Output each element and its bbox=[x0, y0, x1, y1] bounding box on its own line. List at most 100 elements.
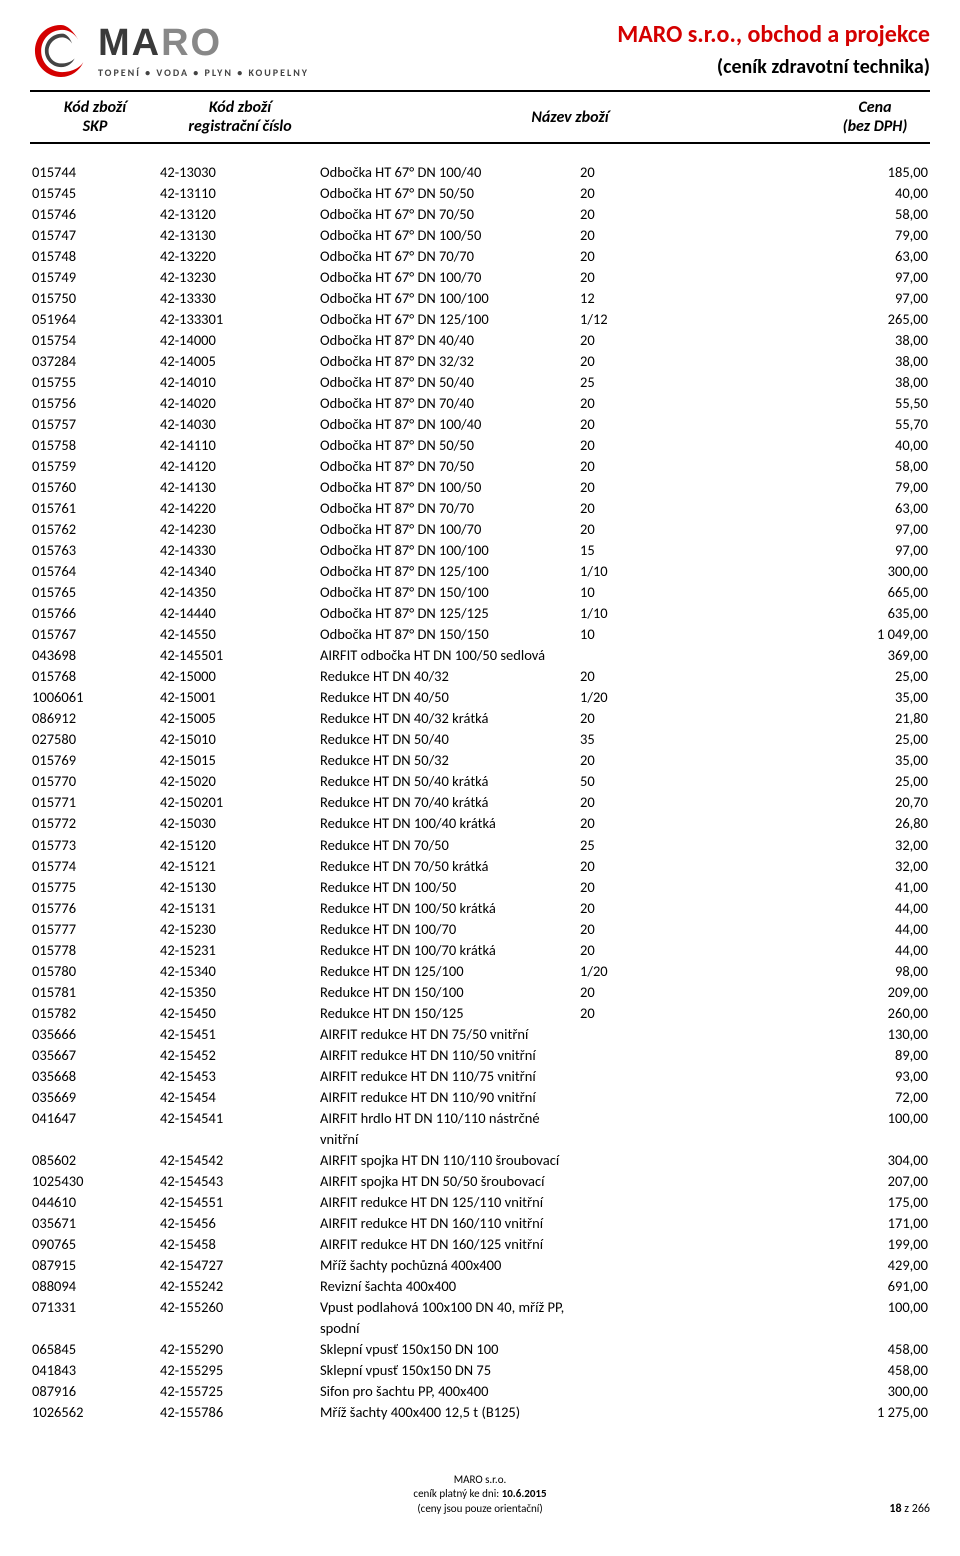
cell-qty: 1/20 bbox=[580, 961, 660, 982]
cell-reg: 42-13120 bbox=[160, 204, 320, 225]
cell-qty: 15 bbox=[580, 540, 660, 561]
footer-company: MARO s.r.o. bbox=[30, 1473, 930, 1487]
cell-qty bbox=[580, 1024, 660, 1045]
cell-qty: 12 bbox=[580, 288, 660, 309]
cell-skp: 035671 bbox=[30, 1213, 160, 1234]
cell-skp: 015768 bbox=[30, 666, 160, 687]
cell-price: 20,70 bbox=[820, 792, 930, 813]
cell-reg: 42-14340 bbox=[160, 561, 320, 582]
cell-reg: 42-15456 bbox=[160, 1213, 320, 1234]
cell-reg: 42-155725 bbox=[160, 1381, 320, 1402]
cell-skp: 035669 bbox=[30, 1087, 160, 1108]
cell-price: 38,00 bbox=[820, 372, 930, 393]
cell-skp: 041843 bbox=[30, 1360, 160, 1381]
column-headers: Kód zboží SKP Kód zboží registrační čísl… bbox=[30, 92, 930, 144]
cell-price: 79,00 bbox=[820, 477, 930, 498]
cell-qty bbox=[580, 1087, 660, 1108]
cell-qty: 20 bbox=[580, 183, 660, 204]
cell-skp: 051964 bbox=[30, 309, 160, 330]
cell-price: 429,00 bbox=[820, 1255, 930, 1276]
cell-name: AIRFIT redukce HT DN 75/50 vnitřní bbox=[320, 1024, 580, 1045]
cell-qty: 10 bbox=[580, 624, 660, 645]
cell-skp: 015766 bbox=[30, 603, 160, 624]
cell-qty bbox=[580, 1234, 660, 1255]
cell-name: Odbočka HT 87° DN 150/150 bbox=[320, 624, 580, 645]
cell-reg: 42-145501 bbox=[160, 645, 320, 666]
cell-qty: 1/10 bbox=[580, 561, 660, 582]
cell-name: AIRFIT spojka HT DN 110/110 šroubovací bbox=[320, 1150, 580, 1171]
cell-name: AIRFIT redukce HT DN 110/50 vnitřní bbox=[320, 1045, 580, 1066]
cell-price: 58,00 bbox=[820, 204, 930, 225]
cell-reg: 42-15121 bbox=[160, 856, 320, 877]
cell-qty: 20 bbox=[580, 898, 660, 919]
cell-skp: 015772 bbox=[30, 813, 160, 834]
table-row: 06584542-155290Sklepní vpusť 150x150 DN … bbox=[30, 1339, 930, 1360]
cell-reg: 42-15231 bbox=[160, 940, 320, 961]
cell-name: Odbočka HT 87° DN 70/70 bbox=[320, 498, 580, 519]
cell-qty: 20 bbox=[580, 477, 660, 498]
cell-qty: 20 bbox=[580, 750, 660, 771]
cell-reg: 42-133301 bbox=[160, 309, 320, 330]
cell-name: Redukce HT DN 40/32 krátká bbox=[320, 708, 580, 729]
cell-skp: 015780 bbox=[30, 961, 160, 982]
cell-name: Redukce HT DN 70/50 krátká bbox=[320, 856, 580, 877]
cell-price: 35,00 bbox=[820, 750, 930, 771]
table-row: 01576242-14230Odbočka HT 87° DN 100/7020… bbox=[30, 519, 930, 540]
cell-skp: 015764 bbox=[30, 561, 160, 582]
cell-price: 44,00 bbox=[820, 919, 930, 940]
cell-price: 55,50 bbox=[820, 393, 930, 414]
table-row: 01576142-14220Odbočka HT 87° DN 70/70206… bbox=[30, 498, 930, 519]
cell-name: Odbočka HT 87° DN 70/50 bbox=[320, 456, 580, 477]
cell-qty bbox=[580, 645, 660, 666]
cell-qty: 10 bbox=[580, 582, 660, 603]
cell-reg: 42-13110 bbox=[160, 183, 320, 204]
table-row: 03566742-15452AIRFIT redukce HT DN 110/5… bbox=[30, 1045, 930, 1066]
cell-name: Odbočka HT 67° DN 125/100 bbox=[320, 309, 580, 330]
cell-reg: 42-15458 bbox=[160, 1234, 320, 1255]
cell-qty: 50 bbox=[580, 771, 660, 792]
cell-skp: 015763 bbox=[30, 540, 160, 561]
cell-price: 38,00 bbox=[820, 330, 930, 351]
cell-reg: 42-155295 bbox=[160, 1360, 320, 1381]
cell-qty: 20 bbox=[580, 813, 660, 834]
table-row: 04164742-154541AIRFIT hrdlo HT DN 110/11… bbox=[30, 1108, 930, 1150]
cell-reg: 42-15450 bbox=[160, 1003, 320, 1024]
footer-note: (ceny jsou pouze orientační) bbox=[30, 1502, 930, 1516]
cell-price: 300,00 bbox=[820, 561, 930, 582]
cell-name: Redukce HT DN 50/32 bbox=[320, 750, 580, 771]
cell-qty: 20 bbox=[580, 982, 660, 1003]
page-total: 266 bbox=[912, 1502, 930, 1516]
cell-qty bbox=[580, 1339, 660, 1360]
table-row: 09076542-15458AIRFIT redukce HT DN 160/1… bbox=[30, 1234, 930, 1255]
cell-name: Odbočka HT 67° DN 70/70 bbox=[320, 246, 580, 267]
cell-reg: 42-13330 bbox=[160, 288, 320, 309]
cell-name: Mříž šachty pochůzná 400x400 bbox=[320, 1255, 580, 1276]
cell-name: Redukce HT DN 70/40 krátká bbox=[320, 792, 580, 813]
cell-skp: 015767 bbox=[30, 624, 160, 645]
cell-price: 44,00 bbox=[820, 940, 930, 961]
document-subtitle: (ceník zdravotní technika) bbox=[617, 55, 930, 79]
table-row: 04369842-145501AIRFIT odbočka HT DN 100/… bbox=[30, 645, 930, 666]
cell-price: 185,00 bbox=[820, 162, 930, 183]
cell-reg: 42-15340 bbox=[160, 961, 320, 982]
cell-reg: 42-154543 bbox=[160, 1171, 320, 1192]
cell-name: Odbočka HT 87° DN 32/32 bbox=[320, 351, 580, 372]
cell-name: Revizní šachta 400x400 bbox=[320, 1276, 580, 1297]
cell-qty: 20 bbox=[580, 330, 660, 351]
cell-name: Odbočka HT 87° DN 50/50 bbox=[320, 435, 580, 456]
table-row: 03566942-15454AIRFIT redukce HT DN 110/9… bbox=[30, 1087, 930, 1108]
cell-price: 207,00 bbox=[820, 1171, 930, 1192]
table-row: 100606142-15001Redukce HT DN 40/501/2035… bbox=[30, 687, 930, 708]
cell-skp: 015758 bbox=[30, 435, 160, 456]
cell-name: Odbočka HT 67° DN 50/50 bbox=[320, 183, 580, 204]
cell-skp: 037284 bbox=[30, 351, 160, 372]
table-row: 08791642-155725Sifon pro šachtu PP, 400x… bbox=[30, 1381, 930, 1402]
cell-name: Odbočka HT 87° DN 70/40 bbox=[320, 393, 580, 414]
cell-name: AIRFIT redukce HT DN 160/125 vnitřní bbox=[320, 1234, 580, 1255]
cell-price: 25,00 bbox=[820, 771, 930, 792]
page-current: 18 bbox=[889, 1502, 901, 1516]
cell-qty bbox=[580, 1066, 660, 1087]
cell-name: Redukce HT DN 40/50 bbox=[320, 687, 580, 708]
cell-price: 665,00 bbox=[820, 582, 930, 603]
cell-name: Redukce HT DN 70/50 bbox=[320, 835, 580, 856]
